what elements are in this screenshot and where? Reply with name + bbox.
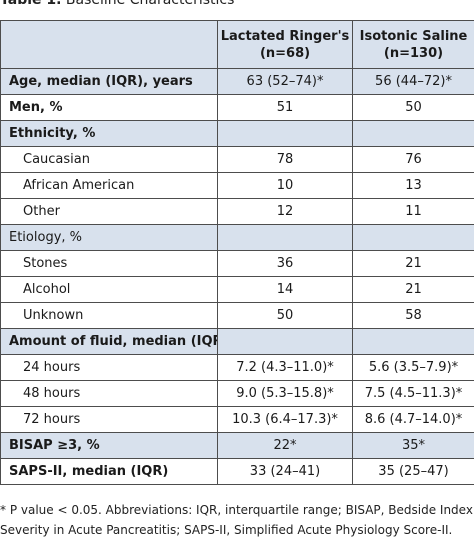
section-row: Etiology, % xyxy=(0,224,474,251)
cell-lr: 7.2 (4.3–11.0)* xyxy=(217,354,353,381)
table-number: Table 1. xyxy=(0,0,62,8)
table-row: Stones 36 21 xyxy=(0,250,474,277)
row-label: Men, % xyxy=(0,94,218,121)
section-row: Ethnicity, % xyxy=(0,120,474,147)
cell-ns: 56 (44–72)* xyxy=(352,68,474,95)
cell-lr: 9.0 (5.3–15.8)* xyxy=(217,380,353,407)
table-row: Alcohol 14 21 xyxy=(0,276,474,303)
cell-lr: 78 xyxy=(217,146,353,173)
cell-lr xyxy=(217,328,353,355)
row-label: 24 hours xyxy=(0,354,218,381)
cell-ns: 21 xyxy=(352,276,474,303)
table-row: Men, % 51 50 xyxy=(0,94,474,121)
table-row: Unknown 50 58 xyxy=(0,302,474,329)
row-label: Age, median (IQR), years xyxy=(0,68,218,95)
footnote: * P value < 0.05. Abbreviations: IQR, in… xyxy=(0,500,474,540)
header-blank xyxy=(0,20,218,69)
cell-lr xyxy=(217,120,353,147)
table-row: 72 hours 10.3 (6.4–17.3)* 8.6 (4.7–14.0)* xyxy=(0,406,474,433)
cell-lr: 51 xyxy=(217,94,353,121)
table-row: 48 hours 9.0 (5.3–15.8)* 7.5 (4.5–11.3)* xyxy=(0,380,474,407)
row-label: Other xyxy=(0,198,218,225)
table-row: Caucasian 78 76 xyxy=(0,146,474,173)
section-row: Amount of fluid, median (IQR), liters xyxy=(0,328,474,355)
header-row: Lactated Ringer's (n=68) Isotonic Saline(… xyxy=(0,20,474,69)
table-row: BISAP ≥3, % 22* 35* xyxy=(0,432,474,459)
row-label: 72 hours xyxy=(0,406,218,433)
cell-ns: 35* xyxy=(352,432,474,459)
cell-ns: 76 xyxy=(352,146,474,173)
row-label: African American xyxy=(0,172,218,199)
cell-lr: 50 xyxy=(217,302,353,329)
section-label: Ethnicity, % xyxy=(0,120,218,147)
row-label: Unknown xyxy=(0,302,218,329)
cell-lr: 14 xyxy=(217,276,353,303)
header-col3-name: Isotonic Saline xyxy=(359,28,468,44)
baseline-table: Lactated Ringer's (n=68) Isotonic Saline(… xyxy=(0,20,474,485)
cell-ns: 58 xyxy=(352,302,474,329)
cell-ns: 13 xyxy=(352,172,474,199)
cell-lr: 10.3 (6.4–17.3)* xyxy=(217,406,353,433)
cell-ns xyxy=(352,328,474,355)
table-row: SAPS-II, median (IQR) 33 (24–41) 35 (25–47… xyxy=(0,458,474,485)
row-label: SAPS-II, median (IQR) xyxy=(0,458,218,485)
table-row: 24 hours 7.2 (4.3–11.0)* 5.6 (3.5–7.9)* xyxy=(0,354,474,381)
cell-ns: 5.6 (3.5–7.9)* xyxy=(352,354,474,381)
cell-ns: 35 (25–47) xyxy=(352,458,474,485)
cell-ns: 11 xyxy=(352,198,474,225)
cell-ns: 21 xyxy=(352,250,474,277)
row-label: Caucasian xyxy=(0,146,218,173)
section-label: Etiology, % xyxy=(0,224,218,251)
row-label: Stones xyxy=(0,250,218,277)
table-row: African American 10 13 xyxy=(0,172,474,199)
table-row: Other 12 11 xyxy=(0,198,474,225)
cell-lr: 33 (24–41) xyxy=(217,458,353,485)
table-title: Table 1. Baseline Characteristics xyxy=(0,0,234,10)
cell-lr: 36 xyxy=(217,250,353,277)
cell-ns xyxy=(352,224,474,251)
footnote-line-2: Severity in Acute Pancreatitis; SAPS-II,… xyxy=(0,523,453,537)
cell-lr: 10 xyxy=(217,172,353,199)
cell-ns: 8.6 (4.7–14.0)* xyxy=(352,406,474,433)
cell-lr xyxy=(217,224,353,251)
header-col2-name: Lactated Ringer's xyxy=(220,28,350,44)
cell-lr: 63 (52–74)* xyxy=(217,68,353,95)
table-caption: Baseline Characteristics xyxy=(61,0,235,8)
row-label: BISAP ≥3, % xyxy=(0,432,218,459)
cell-lr: 12 xyxy=(217,198,353,225)
section-label: Amount of fluid, median (IQR), liters xyxy=(0,328,218,355)
row-label: Alcohol xyxy=(0,276,218,303)
header-lactated-ringers: Lactated Ringer's (n=68) xyxy=(217,20,353,69)
footnote-line-1: * P value < 0.05. Abbreviations: IQR, in… xyxy=(0,503,474,517)
cell-ns: 7.5 (4.5–11.3)* xyxy=(352,380,474,407)
header-isotonic-saline: Isotonic Saline (n=130) xyxy=(352,20,474,69)
cell-ns xyxy=(352,120,474,147)
row-label: 48 hours xyxy=(0,380,218,407)
cell-lr: 22* xyxy=(217,432,353,459)
table-row: Age, median (IQR), years 63 (52–74)* 56 (4… xyxy=(0,68,474,95)
header-col2-n: (n=68) xyxy=(259,45,311,61)
cell-ns: 50 xyxy=(352,94,474,121)
header-col3-n: (n=130) xyxy=(383,45,444,61)
